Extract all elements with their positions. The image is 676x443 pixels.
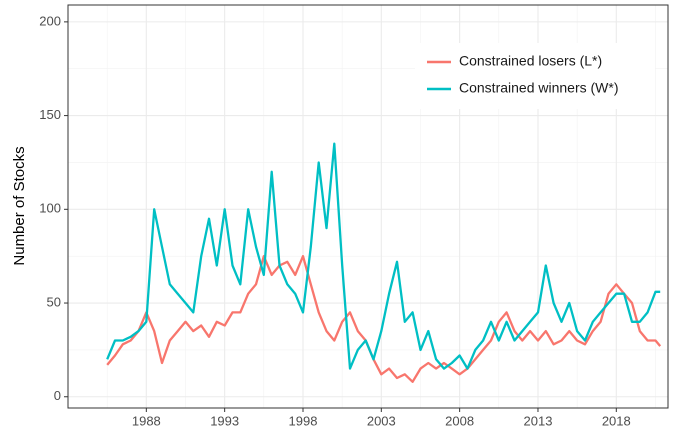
x-tick-label: 2003 — [367, 413, 396, 428]
panel-border — [67, 4, 669, 409]
y-axis-label: Number of Stocks — [11, 146, 28, 265]
series-line — [106, 142, 661, 370]
y-tick-label: 50 — [47, 294, 61, 309]
legend-label: Constrained winners (W*) — [459, 80, 619, 96]
legend: Constrained losers (L*) Constrained winne… — [415, 43, 655, 109]
x-tick-label: 1988 — [132, 413, 161, 428]
series-line — [106, 255, 662, 383]
x-tick-label: 2018 — [602, 413, 631, 428]
y-tick-label: 100 — [39, 201, 61, 216]
legend-box — [415, 43, 655, 109]
legend-label: Constrained losers (L*) — [459, 53, 602, 69]
x-tick-label: 2008 — [445, 413, 474, 428]
y-tick-label: 150 — [39, 107, 61, 122]
x-tick-label: 1993 — [210, 413, 239, 428]
y-tick-label: 200 — [39, 13, 61, 28]
x-tick-label: 2013 — [524, 413, 553, 428]
y-tick-label: 0 — [54, 388, 61, 403]
x-tick-label: 1998 — [289, 413, 318, 428]
